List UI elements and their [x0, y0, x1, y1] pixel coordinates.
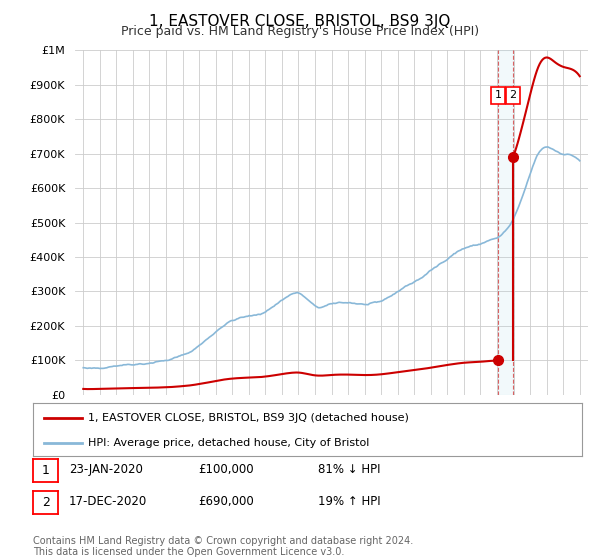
- Text: £690,000: £690,000: [198, 494, 254, 508]
- Text: 17-DEC-2020: 17-DEC-2020: [69, 494, 147, 508]
- Text: 2: 2: [509, 90, 517, 100]
- Text: 19% ↑ HPI: 19% ↑ HPI: [318, 494, 380, 508]
- Text: 1, EASTOVER CLOSE, BRISTOL, BS9 3JQ: 1, EASTOVER CLOSE, BRISTOL, BS9 3JQ: [149, 14, 451, 29]
- Text: 23-JAN-2020: 23-JAN-2020: [69, 463, 143, 476]
- Text: £100,000: £100,000: [198, 463, 254, 476]
- Text: 1, EASTOVER CLOSE, BRISTOL, BS9 3JQ (detached house): 1, EASTOVER CLOSE, BRISTOL, BS9 3JQ (det…: [88, 413, 409, 423]
- Text: 1: 1: [41, 464, 50, 477]
- Text: Contains HM Land Registry data © Crown copyright and database right 2024.
This d: Contains HM Land Registry data © Crown c…: [33, 535, 413, 557]
- Text: Price paid vs. HM Land Registry's House Price Index (HPI): Price paid vs. HM Land Registry's House …: [121, 25, 479, 38]
- Text: 1: 1: [494, 90, 502, 100]
- Text: 2: 2: [41, 496, 50, 509]
- Bar: [498, 50, 513, 395]
- Text: HPI: Average price, detached house, City of Bristol: HPI: Average price, detached house, City…: [88, 438, 369, 448]
- Text: 81% ↓ HPI: 81% ↓ HPI: [318, 463, 380, 476]
